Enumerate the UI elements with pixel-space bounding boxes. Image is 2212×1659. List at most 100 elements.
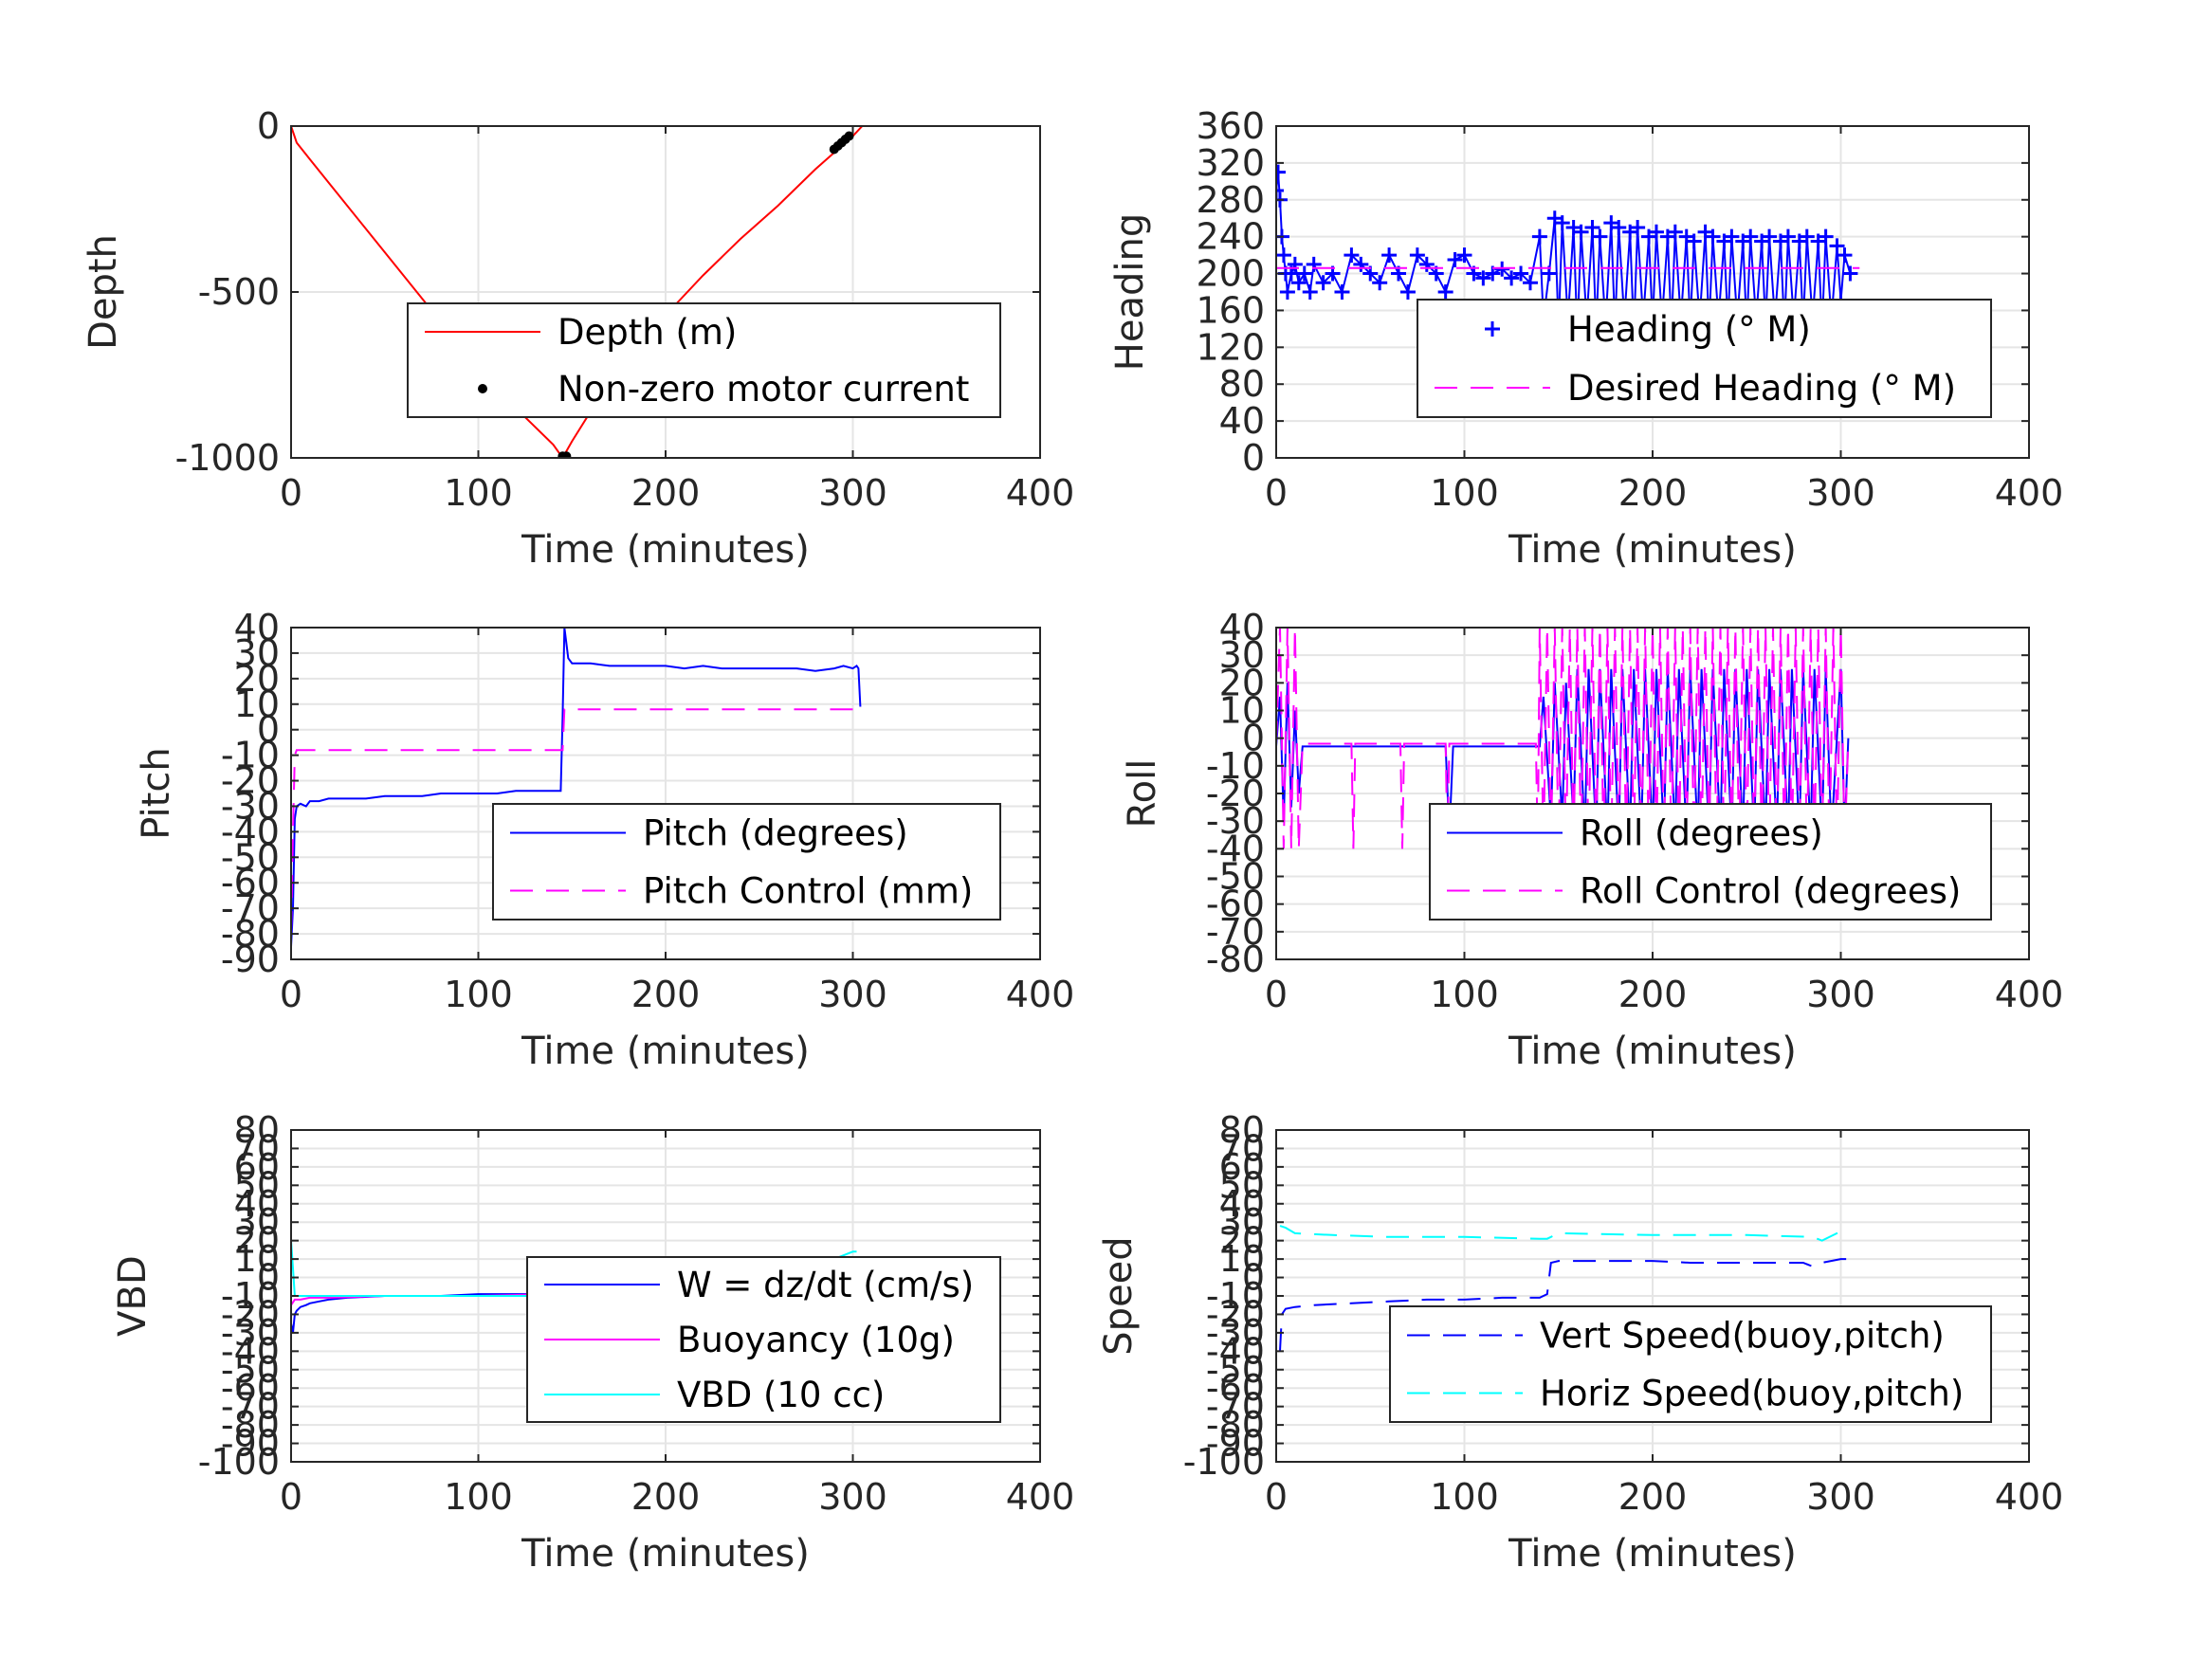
y-tick-label: 80 xyxy=(1219,1109,1265,1151)
legend-entry: Desired Heading (° M) xyxy=(1567,368,1956,409)
y-tick-label: 0 xyxy=(257,1257,280,1299)
y-tick-label: -10 xyxy=(221,1275,280,1317)
roll-subplot: 0 100 200 300 400-80-70-60-50-40-30-20-10010… xyxy=(1121,607,2063,1073)
x-tick-label: 400 xyxy=(1995,472,2064,514)
x-tick-label: 300 xyxy=(818,1476,887,1518)
data-point xyxy=(1522,275,1538,291)
x-tick-label: 100 xyxy=(444,974,513,1015)
y-tick-label: 40 xyxy=(234,607,280,648)
y-axis-label: VBD xyxy=(111,1255,155,1337)
data-point xyxy=(1513,265,1529,282)
y-tick-label: 0 xyxy=(1242,437,1265,479)
legend-entry: Depth (m) xyxy=(558,312,737,353)
x-axis-label: Time (minutes) xyxy=(521,1030,810,1073)
series-line-0 xyxy=(1279,1258,1851,1352)
legend-entry: Heading (° M) xyxy=(1567,309,1811,350)
y-tick-label: -10 xyxy=(1206,745,1265,787)
y-tick-label: 70 xyxy=(1219,1127,1265,1169)
series-layer xyxy=(291,126,864,458)
y-tick-label: 20 xyxy=(234,1220,280,1262)
data-point xyxy=(1554,215,1570,231)
y-tick-label: 0 xyxy=(1242,718,1265,759)
y-tick-label: -20 xyxy=(1206,773,1265,814)
data-point xyxy=(1705,228,1721,245)
y-tick-label: 240 xyxy=(1196,216,1265,258)
series-line-0 xyxy=(291,126,864,458)
legend: Depth (m) Non-zero motor current xyxy=(407,302,1001,418)
legend: Vert Speed(buoy,pitch) Horiz Speed(buoy,p… xyxy=(1389,1305,1992,1423)
y-axis-label: Pitch xyxy=(135,747,178,839)
y-tick-label: -40 xyxy=(221,1330,280,1372)
speed-subplot: 0 100 200 300 400-100-90-80-70-60-50-40-30-2… xyxy=(1097,1109,2063,1576)
data-point xyxy=(1818,228,1834,245)
y-tick-label: 50 xyxy=(1219,1164,1265,1206)
y-tick-label: 200 xyxy=(1196,253,1265,295)
data-point xyxy=(1296,265,1312,282)
x-tick-label: 0 xyxy=(280,1476,302,1518)
x-tick-label: 200 xyxy=(1618,472,1688,514)
x-tick-label: 0 xyxy=(1265,472,1288,514)
y-tick-label: 280 xyxy=(1196,179,1265,221)
y-tick-label: -90 xyxy=(1206,1423,1265,1465)
y-tick-label: -80 xyxy=(221,913,280,955)
data-point xyxy=(1290,275,1307,291)
x-tick-label: 300 xyxy=(818,974,887,1015)
data-point xyxy=(1381,247,1398,264)
data-point xyxy=(1584,219,1600,235)
data-point xyxy=(1611,219,1627,235)
y-tick-label: 360 xyxy=(1196,105,1265,147)
y-tick-label: 80 xyxy=(234,1109,280,1151)
y-tick-label: -70 xyxy=(1206,1386,1265,1428)
legend-swatch xyxy=(478,384,487,393)
y-tick-label: 120 xyxy=(1196,326,1265,368)
y-tick-label: 70 xyxy=(234,1127,280,1169)
data-point xyxy=(561,451,572,458)
y-tick-label: 0 xyxy=(257,105,280,147)
legend-entry: Vert Speed(buoy,pitch) xyxy=(1540,1316,1945,1357)
y-tick-label: -20 xyxy=(1206,1293,1265,1335)
data-point xyxy=(1315,275,1331,291)
legend-entry: Roll Control (degrees) xyxy=(1580,871,1961,912)
y-tick-label: 60 xyxy=(234,1146,280,1188)
y-tick-label: -60 xyxy=(221,862,280,903)
y-tick-label: 40 xyxy=(1219,400,1265,442)
y-tick-label: 50 xyxy=(234,1164,280,1206)
y-tick-label: -90 xyxy=(221,1423,280,1465)
series-line-1 xyxy=(1279,1225,1851,1242)
x-tick-label: 100 xyxy=(444,1476,513,1518)
x-tick-label: 200 xyxy=(631,472,701,514)
x-axis-label: Time (minutes) xyxy=(1508,1532,1797,1576)
y-tick-label: 0 xyxy=(1242,1257,1265,1299)
y-tick-label: 40 xyxy=(1219,1183,1265,1225)
y-tick-label: -60 xyxy=(221,1367,280,1409)
y-tick-label: 30 xyxy=(1219,1201,1265,1243)
x-tick-label: 200 xyxy=(1618,1476,1688,1518)
data-point xyxy=(1686,233,1702,249)
legend-entry: VBD (10 cc) xyxy=(677,1375,885,1415)
legend-box xyxy=(1389,1305,1992,1423)
y-tick-label: 80 xyxy=(1219,363,1265,405)
y-tick-label: -60 xyxy=(1206,1367,1265,1409)
y-tick-label: 30 xyxy=(234,632,280,674)
legend: Pitch (degrees) Pitch Control (mm) xyxy=(492,803,1001,921)
y-tick-label: 20 xyxy=(234,658,280,700)
legend: Roll (degrees) Roll Control (degrees) xyxy=(1429,803,1992,921)
data-point xyxy=(1418,256,1435,272)
data-point xyxy=(1456,247,1472,264)
y-tick-label: 40 xyxy=(234,1183,280,1225)
data-point xyxy=(844,131,854,141)
legend-box xyxy=(492,803,1001,921)
y-tick-label: -30 xyxy=(221,785,280,827)
y-axis-label: Depth xyxy=(82,234,125,350)
x-tick-label: 300 xyxy=(818,472,887,514)
legend-entry: Non-zero motor current xyxy=(558,369,969,410)
y-axis-label: Heading xyxy=(1108,213,1152,371)
legend-entry: Pitch (degrees) xyxy=(643,813,908,854)
series-line-0 xyxy=(291,628,862,947)
legend-swatch xyxy=(1485,321,1500,337)
data-point xyxy=(1842,265,1858,282)
x-tick-label: 300 xyxy=(1806,974,1875,1015)
x-tick-label: 300 xyxy=(1806,1476,1875,1518)
data-point xyxy=(1447,251,1463,267)
legend-box xyxy=(1429,803,1992,921)
